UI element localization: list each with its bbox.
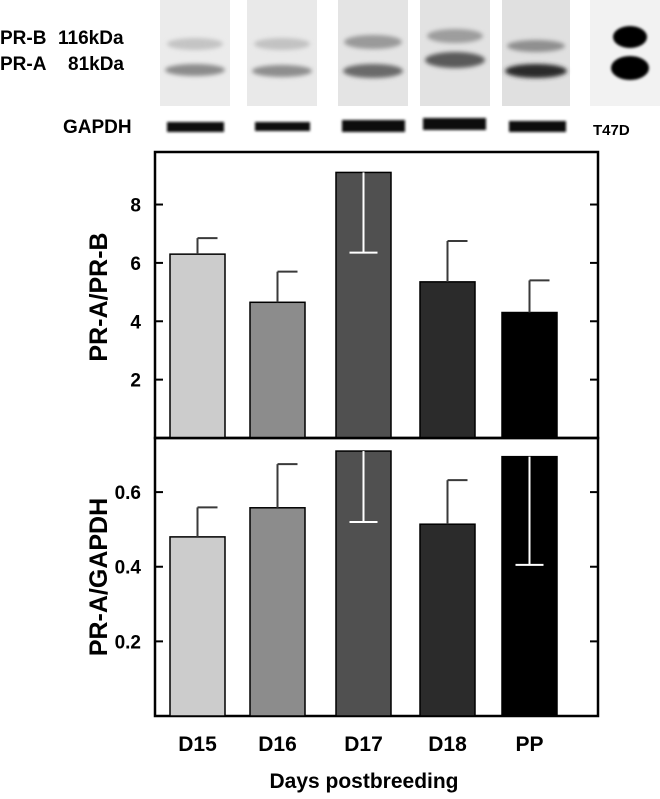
pr-b-label: PR-B <box>0 28 47 49</box>
gapdh-band-d15 <box>167 122 224 132</box>
bar-d16 <box>249 507 306 717</box>
blot-lane-t47d <box>590 0 660 106</box>
blot-image <box>160 0 660 132</box>
x-tick-label-d17: D17 <box>344 733 383 756</box>
x-tick-label-d18: D18 <box>428 733 467 756</box>
gapdh-band-d16 <box>255 122 310 131</box>
y-tick-label: 6 <box>130 254 141 275</box>
gapdh-band-pp <box>509 121 566 132</box>
gapdh-band-d17 <box>342 120 405 132</box>
y-tick-label: 0.6 <box>115 483 141 504</box>
blot-lane-d15 <box>160 0 230 106</box>
y-tick-label: 0.2 <box>115 632 141 653</box>
pr-b-size-label: 116kDa <box>58 28 124 49</box>
bar-d18 <box>419 281 476 439</box>
blot-lane-d16 <box>247 0 317 106</box>
x-tick-label-d15: D15 <box>178 733 217 756</box>
y-axis-label-pr-a-gapdh: PR-A/GAPDH <box>85 498 113 656</box>
pr-a-size-label: 81kDa <box>68 54 124 75</box>
x-tick-label-pp: PP <box>515 733 543 756</box>
y-tick-label: 8 <box>130 196 141 217</box>
blot-lane-d17 <box>338 0 408 106</box>
pr-a-label: PR-A <box>0 54 47 75</box>
pr-a-pr-b-panel: 2 4 6 8 <box>130 150 600 440</box>
y-axis-label-pr-a-pr-b: PR-A/PR-B <box>85 232 113 361</box>
bar-pp <box>501 311 558 439</box>
y-tick-label: 2 <box>130 371 141 392</box>
bar-d15 <box>169 253 226 439</box>
blot-lane-pp <box>502 0 570 106</box>
pr-a-gapdh-panel: 0.2 0.4 0.6 D15 D16 D17 D18 PP <box>115 436 600 756</box>
bar-d16 <box>249 301 306 439</box>
t47d-lane-label: T47D <box>593 122 630 139</box>
gapdh-band-d18 <box>423 118 486 130</box>
x-axis-label: Days postbreeding <box>269 770 458 793</box>
bar-d18 <box>419 523 476 717</box>
x-tick-label-d16: D16 <box>258 733 297 756</box>
gapdh-label: GAPDH <box>63 117 132 138</box>
y-tick-label: 0.4 <box>115 558 142 579</box>
bar-d15 <box>169 536 226 717</box>
y-tick-label: 4 <box>130 312 141 333</box>
